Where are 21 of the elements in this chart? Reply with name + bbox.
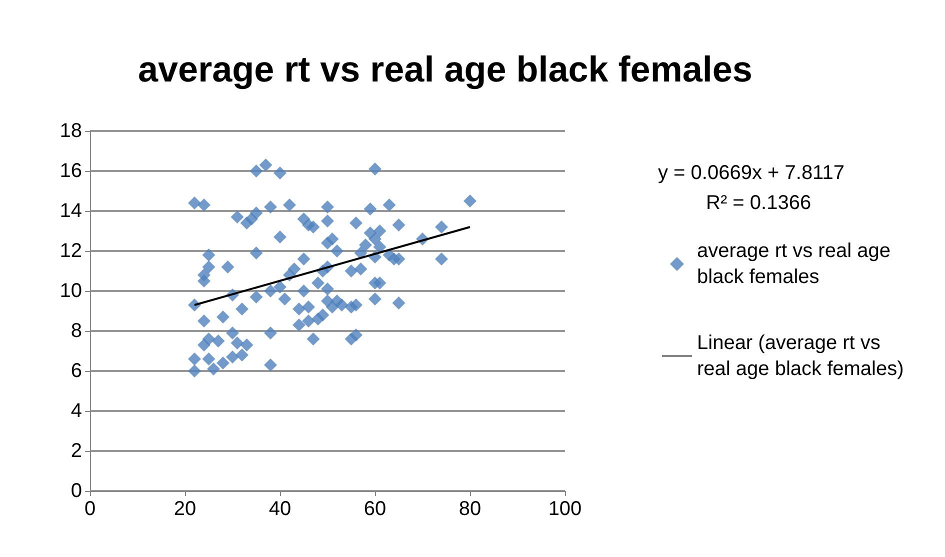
legend-label: average rt vs real age black females	[697, 240, 896, 288]
x-tick-label: 60	[364, 498, 386, 520]
y-tick-label: 16	[60, 160, 82, 182]
y-tick-label: 14	[60, 200, 82, 222]
y-tick-label: 6	[70, 360, 82, 382]
y-tick-label: 12	[60, 240, 82, 262]
y-tick-label: 10	[60, 280, 82, 302]
text: R² = 0.1366	[706, 192, 812, 214]
text: y = 0.0669x + 7.8117	[658, 162, 844, 184]
legend-label: Linear (average rt vs real age black females)	[697, 332, 904, 380]
y-tick-label: 8	[70, 320, 82, 342]
chart-title: average rt vs real age black females	[138, 48, 752, 90]
x-tick-label: 40	[268, 498, 292, 520]
y-tick-label: 4	[70, 400, 82, 422]
y-tick-label: 0	[70, 480, 82, 502]
y-tick-label: 18	[60, 120, 82, 142]
x-tick-label: 20	[174, 498, 196, 520]
x-tick-label: 100	[548, 498, 582, 520]
y-tick-label: 2	[70, 440, 82, 462]
x-tick-label: 80	[458, 498, 482, 520]
x-tick-label: 0	[84, 498, 96, 520]
